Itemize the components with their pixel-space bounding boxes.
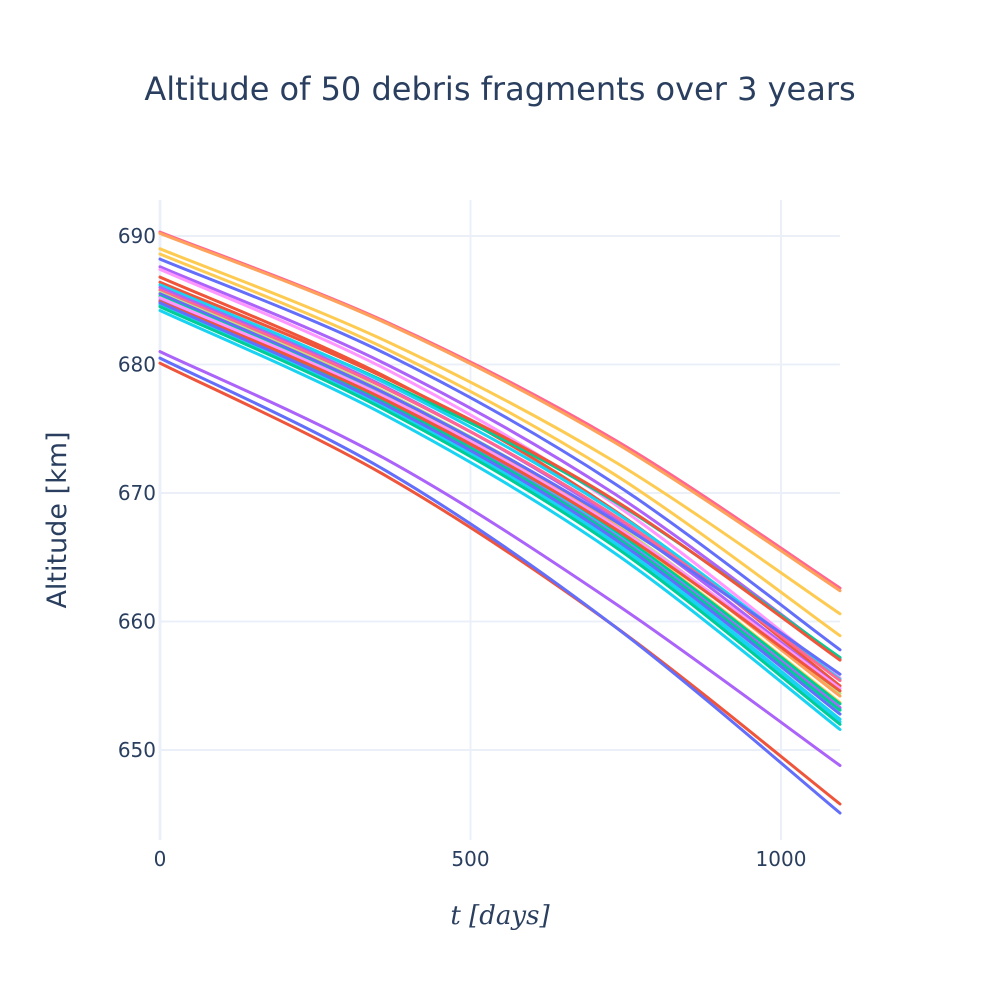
x-tick-label: 500 — [451, 847, 489, 871]
x-axis: 0 500 1000 — [154, 847, 807, 871]
series-line-26 — [158, 305, 842, 726]
series-line-31 — [158, 356, 842, 815]
series-layer — [158, 230, 842, 815]
x-tick-label: 0 — [154, 847, 167, 871]
y-tick-label: 660 — [118, 610, 156, 634]
y-axis: 650 660 670 680 690 — [118, 224, 156, 762]
chart-title: Altitude of 50 debris fragments over 3 y… — [144, 70, 855, 108]
series-line-8 — [158, 267, 842, 680]
y-tick-label: 670 — [118, 481, 156, 505]
series-line-3 — [158, 247, 842, 616]
series-line-6 — [158, 265, 842, 661]
series-line-25 — [158, 303, 842, 724]
y-tick-label: 650 — [118, 738, 156, 762]
x-tick-label: 1000 — [756, 847, 807, 871]
series-line-24 — [158, 300, 842, 693]
series-line-29 — [158, 350, 842, 767]
series-line-21 — [158, 296, 842, 690]
series-line-4 — [158, 257, 842, 652]
y-axis-label: Altitude [km] — [42, 431, 73, 608]
series-line-5 — [158, 252, 842, 638]
series-line-2 — [158, 231, 842, 593]
series-line-1 — [158, 230, 842, 590]
series-line-30 — [158, 361, 842, 806]
series-line-28 — [158, 309, 842, 731]
x-axis-label: t [days] — [450, 901, 550, 931]
series-line-10 — [158, 280, 842, 662]
series-line-17 — [158, 292, 842, 676]
y-tick-label: 690 — [118, 224, 156, 248]
series-line-27 — [158, 301, 842, 716]
y-tick-label: 680 — [118, 352, 156, 376]
series-line-23 — [158, 302, 842, 721]
